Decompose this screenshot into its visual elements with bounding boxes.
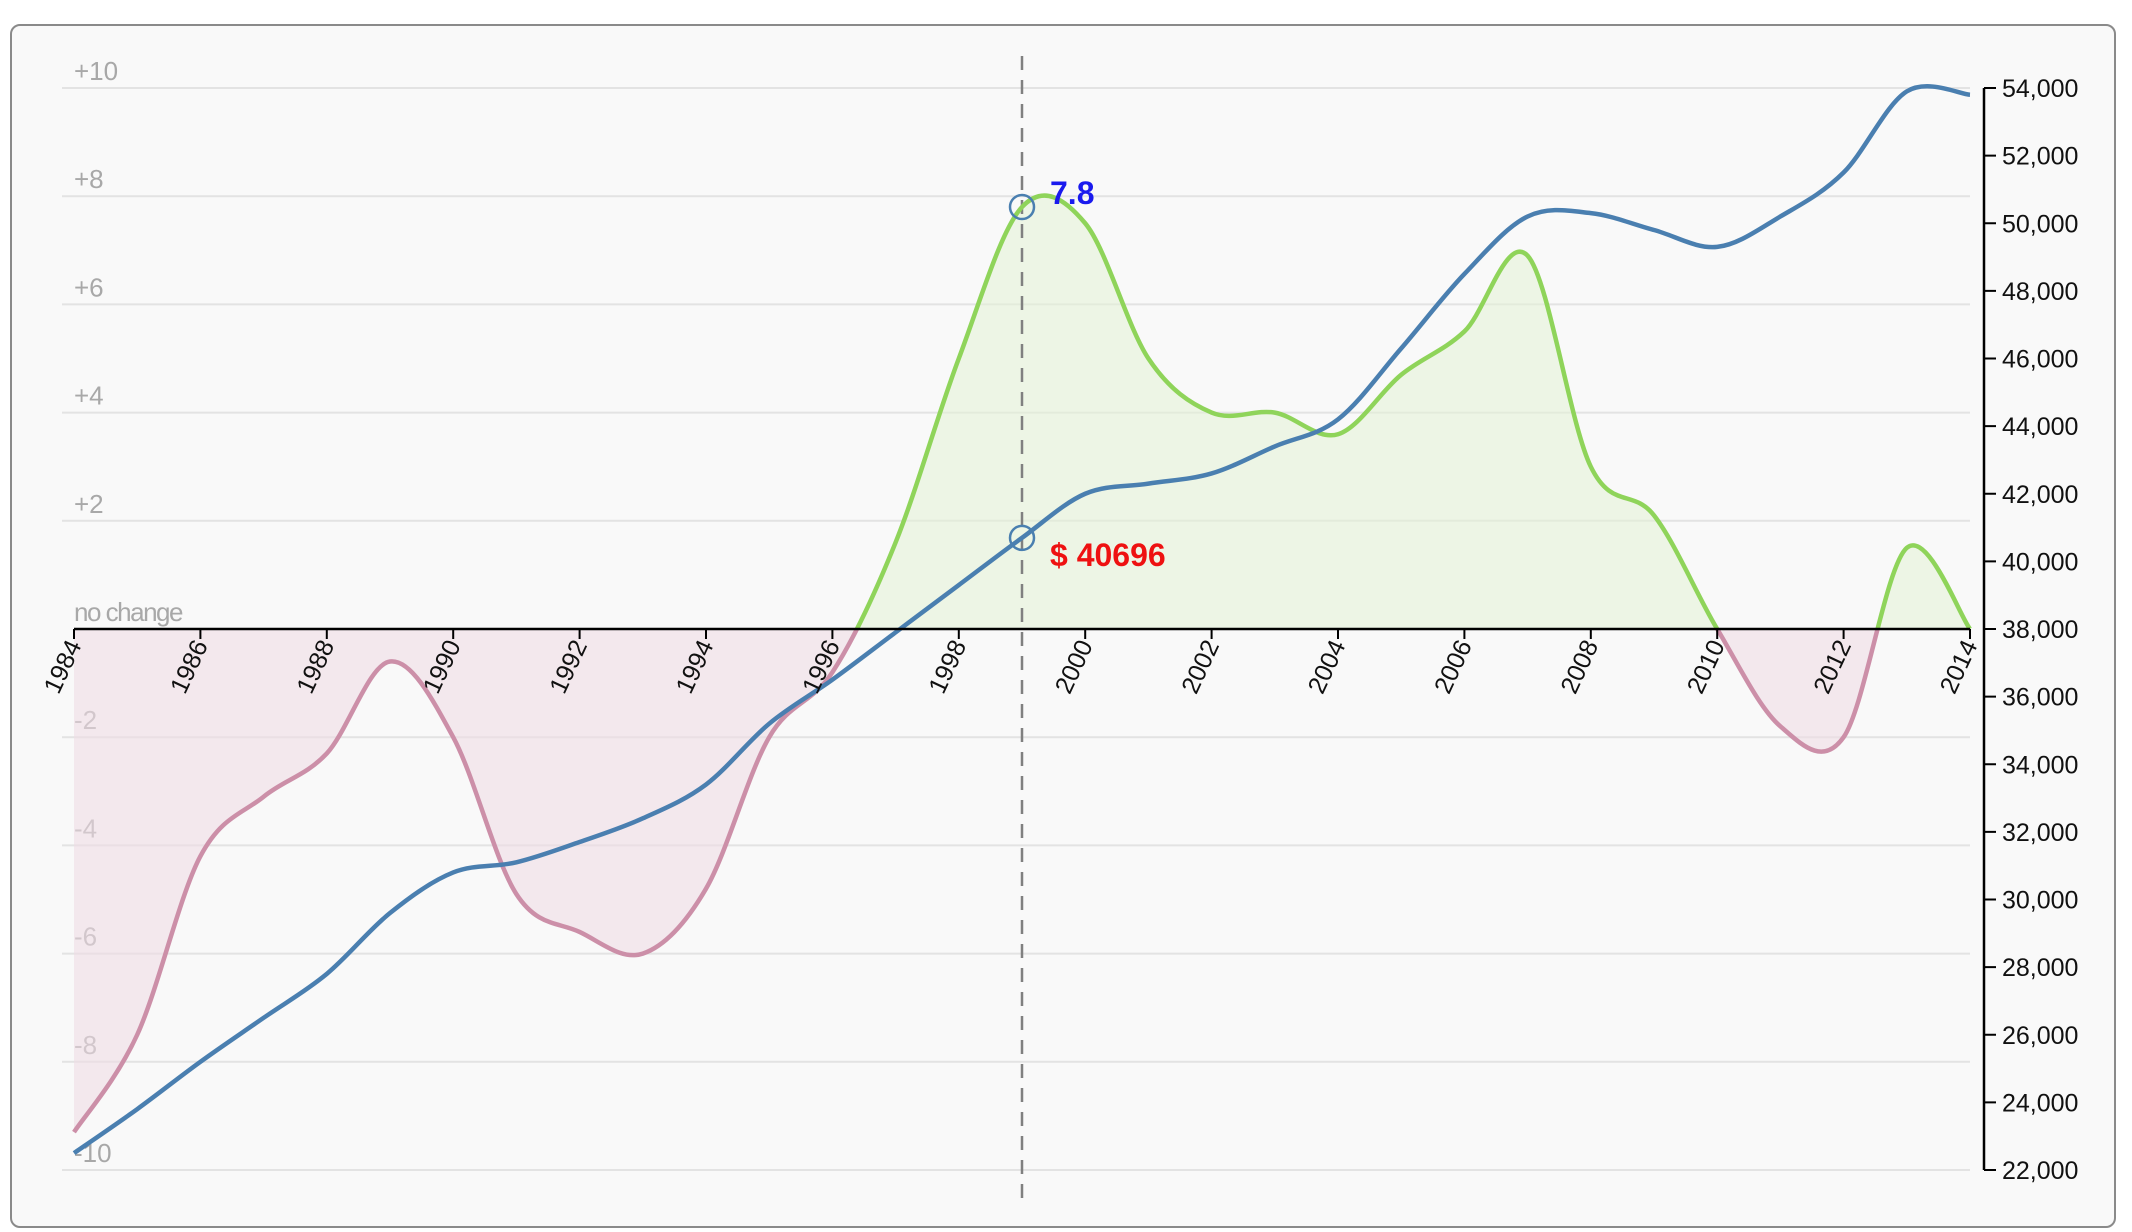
chart-panel: +10+8+6+4+2no change-2-4-6-8-10198419861… [10,24,2116,1228]
right-tick-label: 50,000 [2002,210,2078,238]
left-axis-tick-label: +2 [74,489,104,519]
area-positive [74,195,1970,629]
x-tick-label: 2006 [1429,636,1478,698]
area-negative [74,629,1970,1133]
left-axis-tick-label: no change [74,597,183,627]
x-tick-label: 2008 [1555,636,1604,698]
right-tick-label: 30,000 [2002,887,2078,915]
left-axis-tick-label: -10 [74,1138,112,1168]
right-tick-label: 34,000 [2002,751,2078,779]
chart-svg: +10+8+6+4+2no change-2-4-6-8-10198419861… [39,56,2078,1206]
income-line [72,84,1971,1155]
right-tick-label: 42,000 [2002,481,2078,509]
x-tick-label: 1998 [923,636,972,698]
right-tick-label: 52,000 [2002,143,2078,171]
right-tick-label: 48,000 [2002,278,2078,306]
focus-income-label: $ 40696 [1050,537,1166,573]
focus-marker-change [1008,193,1036,221]
x-tick-label: 2014 [1935,636,1984,698]
right-tick-label: 28,000 [2002,954,2078,982]
focus-marker-income [1008,524,1036,552]
right-tick-label: 40,000 [2002,548,2078,576]
x-tick-label: 2004 [1303,636,1352,698]
x-tick-label: 2000 [1050,636,1099,698]
focus-change-label: 7.8 [1050,175,1094,211]
change-line-negative [72,629,1970,1134]
x-tick-label: 2010 [1682,636,1731,698]
left-axis-tick-label: +6 [74,272,104,302]
right-tick-label: 54,000 [2002,75,2078,103]
right-tick-label: 22,000 [2002,1157,2078,1185]
left-axis-tick-label: +4 [74,381,104,411]
right-tick-label: 36,000 [2002,684,2078,712]
right-tick-label: 38,000 [2002,616,2078,644]
x-tick-label: 2002 [1176,636,1225,698]
right-tick-label: 26,000 [2002,1022,2078,1050]
left-axis-tick-label: +10 [74,56,118,86]
right-tick-label: 44,000 [2002,413,2078,441]
left-axis-tick-label: +8 [74,164,104,194]
right-tick-label: 24,000 [2002,1089,2078,1117]
right-tick-label: 32,000 [2002,819,2078,847]
right-tick-label: 46,000 [2002,346,2078,374]
right-axis: 22,000 24,000 26,000 28,000 30,000 32,000 34,0… [1982,75,2078,1185]
